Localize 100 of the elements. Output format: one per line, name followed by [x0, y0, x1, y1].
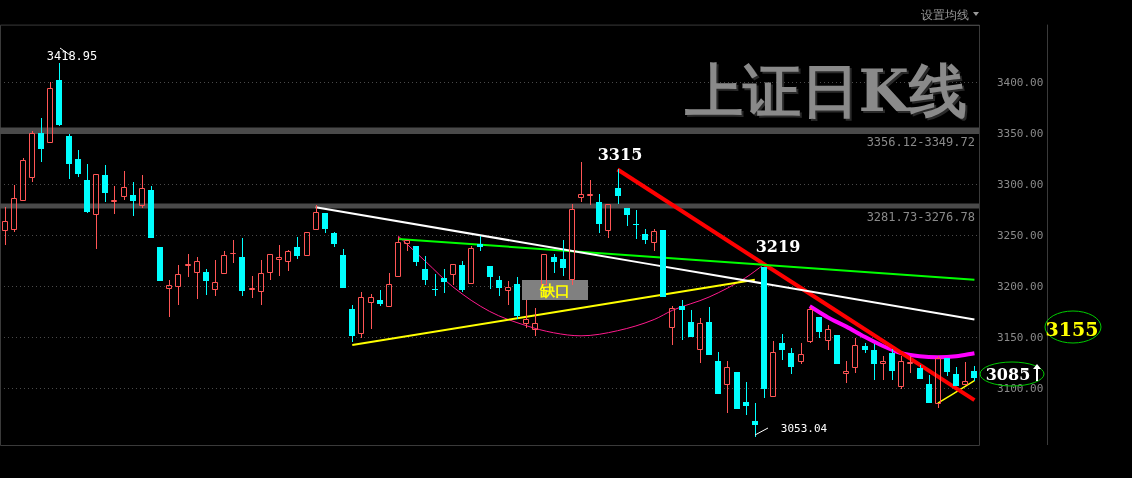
candlestick	[194, 256, 200, 300]
candlestick	[413, 246, 419, 267]
candlestick	[724, 360, 730, 414]
candlestick	[807, 306, 813, 342]
candlestick	[404, 240, 410, 252]
candlestick	[532, 307, 538, 337]
text: 设置均线	[921, 8, 969, 22]
annotation: 缺口	[539, 282, 570, 300]
candlestick	[459, 260, 465, 293]
candlestick	[962, 361, 968, 385]
candlestick	[752, 402, 758, 438]
candlestick	[852, 337, 858, 374]
candlestick	[523, 299, 529, 329]
candlestick	[75, 149, 81, 178]
candlestick	[505, 280, 511, 306]
candlestick	[322, 213, 328, 234]
line-series	[807, 304, 977, 360]
candlestick	[825, 324, 831, 351]
candlestick	[706, 306, 712, 355]
candlestick	[669, 305, 675, 346]
candlestick	[285, 251, 291, 272]
candlestick	[258, 259, 264, 306]
candlestick	[605, 204, 611, 239]
y-tick-label: 3300.00	[997, 177, 1044, 191]
candlestick	[514, 276, 520, 320]
candlestick	[496, 275, 502, 297]
candlestick	[743, 381, 749, 416]
band-label: 3281.73-3276.78	[866, 209, 975, 224]
candlestick	[102, 164, 108, 203]
text: 3155	[1045, 318, 1099, 340]
candlestick	[148, 185, 154, 238]
candlestick	[898, 355, 904, 390]
candlestick	[770, 340, 776, 397]
candlestick	[798, 342, 804, 365]
y-tick-label: 3400.00	[997, 75, 1044, 89]
candlestick	[358, 291, 364, 339]
candlestick	[422, 255, 428, 286]
candlestick	[386, 272, 392, 307]
candlestick	[221, 250, 227, 274]
y-tick-label: 3350.00	[997, 126, 1044, 140]
candlestick	[239, 237, 245, 297]
y-tick-label: 3200.00	[997, 279, 1044, 293]
candlestick	[688, 309, 694, 337]
candlestick	[779, 333, 785, 361]
candlestick	[340, 248, 346, 288]
candlestick	[139, 174, 145, 209]
candlestick	[624, 208, 630, 227]
candlestick	[587, 179, 593, 206]
candlestick	[130, 181, 136, 217]
candlestick	[889, 348, 895, 381]
y-tick-label: 3150.00	[997, 330, 1044, 344]
candlestick	[477, 235, 483, 252]
candlestick	[926, 374, 932, 403]
band-label: 3356.12-3349.72	[866, 135, 975, 150]
candlestick	[121, 170, 127, 201]
candlestick	[697, 317, 703, 364]
candlestick	[29, 130, 35, 183]
candlestick	[166, 279, 172, 318]
candlestick	[203, 268, 209, 296]
candlestick	[368, 293, 374, 330]
annotation: 3053.04	[780, 422, 828, 435]
text: 3085	[985, 365, 1031, 384]
candlestick	[441, 268, 447, 294]
candlestick	[551, 253, 557, 274]
y-tick-label: 3100.00	[997, 381, 1044, 395]
candlestick	[615, 168, 621, 205]
candlestick	[20, 157, 26, 201]
candlestick	[11, 184, 17, 233]
candlestick	[38, 117, 44, 163]
candlestick	[596, 193, 602, 234]
candlestick	[267, 254, 273, 281]
candlestick	[944, 358, 950, 377]
text: 上证日K线	[685, 59, 969, 127]
candlestick	[185, 253, 191, 278]
candlestick	[935, 355, 941, 409]
candlestick	[862, 342, 868, 354]
candlestick	[276, 244, 282, 277]
candlestick	[971, 365, 977, 382]
candlestick	[2, 206, 8, 246]
candlestick	[633, 209, 639, 240]
candlestick	[907, 355, 913, 374]
candlestick	[880, 355, 886, 381]
candlestick	[578, 161, 584, 203]
candlestick	[788, 347, 794, 375]
candlestick	[715, 351, 721, 394]
candlestick	[569, 203, 575, 286]
candlestick	[487, 266, 493, 290]
candlestick	[917, 364, 923, 379]
candlestick	[111, 185, 117, 215]
candlestick	[468, 245, 474, 284]
y-tick-label: 3250.00	[997, 228, 1044, 242]
candlestick	[761, 267, 767, 399]
candlestick	[377, 289, 383, 307]
candlestick	[175, 264, 181, 306]
candlestick	[871, 343, 877, 381]
candlestick	[56, 62, 62, 125]
candlestick	[313, 204, 319, 230]
candlestick	[66, 133, 72, 180]
candlestick	[816, 317, 822, 339]
candlestick	[953, 366, 959, 386]
